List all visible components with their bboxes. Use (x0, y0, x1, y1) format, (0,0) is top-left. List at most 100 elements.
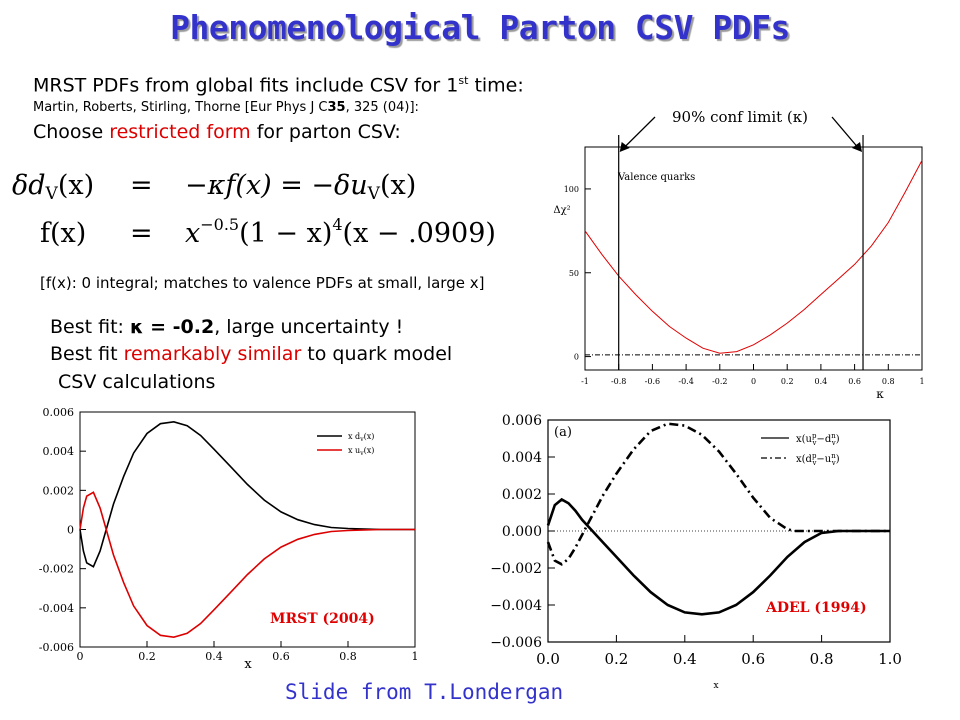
eq2-factor: (1 − x) (239, 218, 333, 249)
adel-x-tick-label: 0.8 (810, 650, 834, 668)
adel-legend-sup-p: p (812, 452, 817, 460)
restricted-form-text: restricted form (109, 121, 251, 143)
mrst-legend-subscript: v (359, 436, 364, 443)
intro-line-3: Choose restricted form for parton CSV: (33, 121, 401, 143)
mrst-y-tick-label: 0.004 (43, 445, 75, 458)
adel-legend-sub-v: v (811, 439, 816, 447)
bestfit-l2-post: to quark model (301, 343, 453, 365)
chi2-x-tick-label: -0.4 (678, 377, 693, 386)
adel-panel-label: (a) (554, 425, 572, 440)
reference-suffix: , 325 (04)]: (345, 100, 419, 115)
intro-line-1: MRST PDFs from global fits include CSV f… (33, 74, 524, 96)
mrst-y-tick-label: 0.006 (43, 406, 75, 419)
bestfit-kappa: κ = -0.2 (129, 316, 215, 338)
adel-y-tick-label: −0.006 (490, 635, 542, 651)
mrst-x-axis-label: x (244, 657, 252, 670)
mrst-x-tick-label: 0.2 (138, 650, 156, 663)
eq2-equals: = (130, 218, 153, 249)
adel-chart: 0.0 0.2 0.4 0.6 0.8 1.0 −0.006 −0.004 −0.002 0.00… (490, 413, 902, 691)
mrst-x-tick-label: 0.8 (339, 650, 357, 663)
adel-y-tick-label: −0.004 (490, 598, 542, 614)
chi2-x-tick-label: -1 (581, 377, 589, 386)
mrst-x-tick-label: 0 (77, 650, 84, 663)
adel-y-tick-label: 0.000 (502, 524, 542, 540)
chi2-y-tick-label: 0 (574, 353, 579, 362)
chi2-x-tick-label: -0.2 (712, 377, 727, 386)
intro-line-1-sup: st (458, 74, 469, 87)
reference-line: Martin, Roberts, Stirling, Thorne [Eur P… (33, 100, 419, 115)
adel-x-axis-label: x (713, 681, 718, 691)
adel-x-tick-label: 0.0 (536, 650, 560, 668)
mrst-y-tick-label: 0 (67, 524, 74, 537)
chi2-x-tick-label: -0.6 (645, 377, 660, 386)
mrst-x-tick-label: 0.4 (205, 650, 223, 663)
bestfit-l1-post: , large uncertainty ! (214, 316, 404, 338)
adel-legend-minus-term: −d (816, 434, 831, 445)
mrst-y-tick-label: 0.002 (43, 484, 75, 497)
eq1-lhs-sub: V (45, 184, 58, 204)
bestfit-line-3: CSV calculations (58, 371, 216, 393)
eq1-rhs-sub: V (367, 184, 380, 204)
adel-legend-sub-v2: v (831, 459, 836, 467)
adel-y-tick-label: −0.002 (490, 561, 542, 577)
adel-legend-label: x(dp v−un v) (796, 452, 840, 467)
mrst-legend-arg: (x) (364, 432, 375, 441)
conf-limit-annotation: 90% conf limit (κ) (672, 108, 808, 126)
bestfit-line-1: Best fit: κ = -0.2, large uncertainty ! (50, 316, 403, 338)
fx-note: [f(x): 0 integral; matches to valence PD… (40, 274, 485, 292)
chi2-x-tick-label: -0.8 (611, 377, 626, 386)
chi2-x-tick-label: 0.2 (781, 377, 794, 386)
chi2-x-tick-label: 0 (751, 377, 756, 386)
chi2-x-axis-label: κ (876, 387, 884, 401)
adel-x-tick-label: 0.2 (604, 650, 628, 668)
mrst-x-tick-label: 1 (412, 650, 419, 663)
mrst-y-tick-label: -0.004 (39, 602, 74, 615)
intro-line-3-pre: Choose (33, 121, 110, 143)
adel-x-tick-label: 0.6 (741, 650, 765, 668)
bestfit-line-2: Best fit remarkably similar to quark mod… (50, 343, 452, 365)
bestfit-l2-pre: Best fit (50, 343, 124, 365)
bestfit-l1-pre: Best fit: (50, 316, 130, 338)
intro-line-1-main: MRST PDFs from global fits include CSV f… (33, 74, 459, 97)
adel-legend-sup-p: p (812, 432, 817, 440)
adel-solid-curve (546, 497, 890, 616)
mrst-legend-arg: (x) (364, 446, 375, 455)
eq1-lhs: δd (12, 170, 46, 201)
eq2-last: (x − .0909) (342, 218, 496, 249)
adel-y-tick-label: 0.002 (502, 487, 542, 503)
chi2-y-tick-label: 50 (569, 269, 579, 278)
reference-prefix: Martin, Roberts, Stirling, Thorne [Eur P… (33, 100, 328, 115)
mrst-legend-label: x dv(x) (348, 432, 374, 443)
mrst-x-tick-label: 0.6 (272, 650, 290, 663)
chi2-kappa-chart: -1 -0.8 -0.6 -0.4 -0.2 0 0.2 0.4 0.6 0.8 1 0 50 100 Δχ… (553, 108, 924, 401)
chi2-x-tick-label: 0.6 (848, 377, 861, 386)
remarkably-similar-text: remarkably similar (123, 343, 302, 365)
mrst-y-tick-label: -0.006 (39, 641, 74, 654)
mrst-legend-label: x uv(x) (348, 446, 374, 457)
adel-caption: ADEL (1994) (765, 600, 867, 616)
equation-line-1: δdV(x) (12, 170, 94, 204)
adel-x-tick-label: 1.0 (878, 650, 902, 668)
adel-legend-minus-term: −u (816, 454, 831, 465)
slide-credit: Slide from T.Londergan (285, 680, 564, 704)
eq1-rhs: −κf(x) = −δuV(x) (185, 170, 416, 204)
adel-legend-sub-v: v (811, 459, 816, 467)
intro-line-1-end: time: (468, 74, 524, 97)
mrst-dv-curve (79, 420, 415, 568)
adel-y-tick-label: 0.006 (502, 413, 542, 429)
chi2-y-axis-label: Δχ² (553, 205, 570, 216)
conf-arrow-left-head (619, 142, 630, 152)
chi2-marks: -1 -0.8 -0.6 -0.4 -0.2 0 0.2 0.4 0.6 0.8 1 0 50 100 Δχ… (553, 108, 924, 401)
mrst-uv-curve (79, 491, 415, 639)
adel-legend-sup-n: n (831, 432, 836, 440)
mrst-legend-subscript: v (359, 450, 364, 457)
conf-arrow-right-head (852, 142, 863, 152)
reference-volume: 35 (327, 100, 346, 115)
adel-legend-close: ) (836, 454, 840, 465)
eq1-rhs-main: −κf(x) = −δu (185, 170, 368, 201)
conf-arrow-left (621, 116, 656, 151)
chi2-x-tick-label: 0.4 (815, 377, 828, 386)
adel-legend-label: x(up v−dn v) (796, 432, 840, 447)
eq2-x: x (185, 218, 201, 249)
eq2-exp1: −0.5 (200, 215, 240, 234)
